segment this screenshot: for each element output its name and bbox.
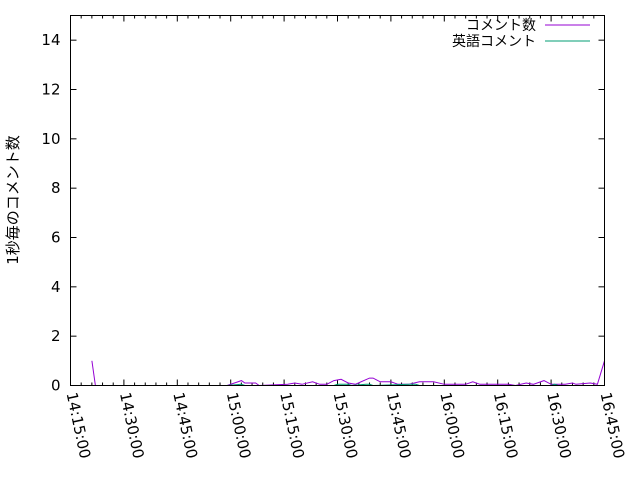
y-axis-label: 1秒毎のコメント数 — [4, 135, 22, 265]
legend-label: 英語コメント — [452, 33, 536, 50]
x-tick-label: 16:15:00 — [490, 391, 522, 461]
x-tick-label: 14:15:00 — [63, 391, 95, 461]
x-tick-label: 15:00:00 — [223, 391, 255, 461]
series-line-1 — [91, 360, 605, 387]
y-tick-label: 0 — [51, 377, 61, 395]
x-tick-label: 14:45:00 — [169, 391, 201, 461]
y-tick-label: 8 — [51, 179, 61, 197]
y-tick-label: 14 — [41, 31, 60, 49]
y-tick-label: 10 — [41, 130, 60, 148]
series-lines — [91, 360, 605, 387]
plot-border — [70, 15, 605, 386]
x-tick-label: 16:00:00 — [436, 391, 468, 461]
legend-label: コメント数 — [466, 18, 536, 34]
y-tick-label: 6 — [51, 229, 61, 247]
x-tick-label: 15:15:00 — [276, 391, 308, 461]
x-tick-label: 16:30:00 — [543, 391, 575, 461]
y-tick-labels: 0 2 4 6 8 10 12 14 — [41, 31, 60, 394]
y-tick-label: 4 — [51, 278, 61, 296]
x-tick-label: 15:45:00 — [383, 391, 415, 461]
x-tick-label: 14:30:00 — [116, 391, 148, 461]
x-tick-label: 15:30:00 — [330, 391, 362, 461]
y-tick-label: 2 — [51, 327, 61, 345]
x-tick-labels: 14:15:00 14:30:00 14:45:00 15:00:00 15:15:00… — [63, 391, 629, 461]
y-tick-label: 12 — [41, 81, 60, 99]
axis-ticks — [70, 15, 605, 386]
x-tick-label: 16:45:00 — [597, 391, 629, 461]
